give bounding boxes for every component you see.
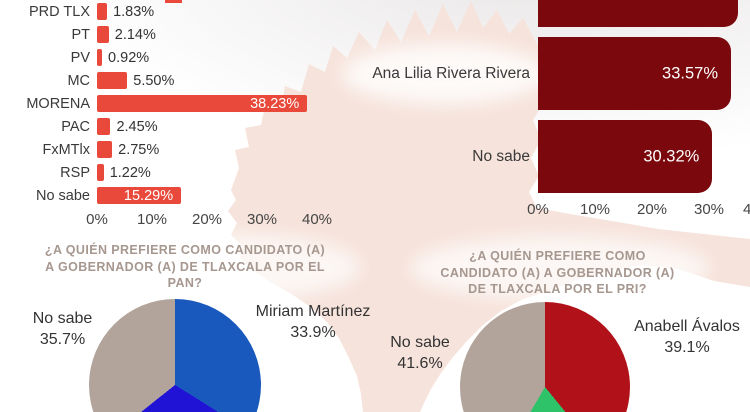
x-axis-tick: 10%	[579, 201, 611, 218]
bar-label: PRD TLX	[29, 3, 90, 20]
title-backdrop-wash	[110, 234, 360, 300]
bar-value: 15.29%	[123, 187, 174, 204]
x-axis-tick: 20%	[636, 201, 668, 218]
pie-label-name: No sabe	[32, 310, 93, 327]
x-axis-tick: 30%	[693, 201, 725, 218]
bar-value: 2.14%	[114, 26, 156, 43]
bar-label: PAC	[61, 118, 90, 135]
bar-label: FxMTlx	[42, 141, 90, 158]
bar-row: FxMTlx 2.75%	[0, 138, 307, 161]
bar-label: PV	[70, 49, 90, 66]
pie-label-anabell-avalos: Anabell Ávalos 39.1%	[612, 316, 750, 358]
pie-label-miriam-martinez: Miriam Martínez 33.9%	[238, 301, 388, 343]
x-axis-tick: 30%	[246, 211, 278, 228]
bar-row: RSP 1.22%	[0, 161, 307, 184]
bar-label: MC	[67, 72, 90, 89]
pie-label-name: No sabe	[390, 334, 450, 351]
pie-label-value: 33.9%	[290, 324, 336, 341]
bar-value: 30.32%	[643, 147, 700, 165]
bar-value: 2.45%	[116, 118, 158, 135]
bar-row: PRD TLX 1.83%	[0, 0, 307, 23]
title-line: CANDIDATO (A) A GOBERNADOR (A)	[440, 265, 675, 280]
x-axis-tick: 40%	[742, 201, 750, 218]
bar-label: PT	[71, 26, 90, 43]
bar-rows: PRD TLX 1.83% PT 2.14% PV 0.92% MC 5.50%…	[0, 0, 308, 207]
bar	[97, 49, 103, 66]
bar-row: No sabe 15.29%	[0, 184, 307, 207]
pie-label-no-sabe-pri: No sabe 41.6%	[360, 332, 480, 374]
bar-label: MORENA	[26, 95, 90, 112]
bar-value: 5.50%	[133, 72, 175, 89]
bar	[97, 141, 113, 158]
x-axis-tick: 20%	[191, 211, 223, 228]
bar-row: PAC 2.45%	[0, 115, 307, 138]
title-line: A GOBERNADOR (A) DE TLAXCALA POR EL	[45, 259, 325, 274]
pie-label-value: 39.1%	[664, 339, 710, 356]
bar	[97, 72, 128, 89]
bar-value: 0.92%	[108, 49, 150, 66]
x-axis-tick: 0%	[527, 201, 549, 218]
bar-label: Ana Lilia Rivera Rivera	[372, 65, 530, 82]
cropped-bar-fragment	[165, 0, 182, 3]
bar-row: PV 0.92%	[0, 46, 307, 69]
bar-row: PT 2.14%	[0, 23, 307, 46]
pie-label-name: Anabell Ávalos	[634, 318, 740, 335]
bar-value: 38.23%	[250, 95, 300, 112]
bar-value: 1.22%	[109, 164, 151, 181]
label-backdrop-wash	[342, 44, 548, 104]
title-line: ¿A QUIÉN PREFIERE COMO CANDIDATO (A)	[44, 243, 326, 257]
title-line: DE TLAXCALA POR EL PRI?	[468, 282, 647, 296]
x-axis: 0% 10% 20% 30% 40%	[0, 201, 750, 219]
bar-label: No sabe	[472, 148, 530, 165]
pie-label-no-sabe-pan: No sabe 35.7%	[5, 308, 120, 350]
pri-question-title: ¿A QUIÉN PREFIERE COMO CANDIDATO (A) A G…	[405, 248, 710, 298]
bar	[97, 26, 109, 43]
title-backdrop-wash	[410, 236, 710, 300]
bar-value: 2.75%	[118, 141, 160, 158]
title-line: ¿A QUIÉN PREFIERE COMO	[469, 249, 646, 263]
bar-label: No sabe	[35, 187, 90, 204]
bar-value: 1.83%	[113, 3, 155, 20]
bar: 15.29%	[97, 187, 182, 204]
pie-label-name: Miriam Martínez	[255, 303, 371, 320]
title-line: PAN?	[167, 276, 203, 290]
x-axis-tick: 40%	[301, 211, 333, 228]
pie-label-value: 41.6%	[397, 355, 443, 372]
bar: 38.23%	[97, 95, 308, 112]
bar: 33.57%	[538, 37, 732, 110]
bar	[538, 0, 739, 27]
bar-label: RSP	[60, 164, 90, 181]
bar-row: MORENA 38.23%	[0, 92, 308, 115]
pie-label-value: 35.7%	[39, 331, 86, 348]
bar: 30.32%	[538, 120, 713, 193]
bar	[97, 3, 108, 20]
bar-value: 33.57%	[662, 64, 719, 82]
bar	[97, 118, 111, 135]
bar-row: MC 5.50%	[0, 69, 307, 92]
x-axis-tick: 0%	[86, 211, 108, 228]
tlaxcala-state-map	[228, 1, 750, 412]
x-axis-tick: 10%	[136, 211, 168, 228]
pan-question-title: ¿A QUIÉN PREFIERE COMO CANDIDATO (A) A G…	[18, 242, 352, 292]
x-axis: 0% 10% 20% 30% 40%	[0, 211, 360, 229]
bar	[97, 164, 104, 181]
